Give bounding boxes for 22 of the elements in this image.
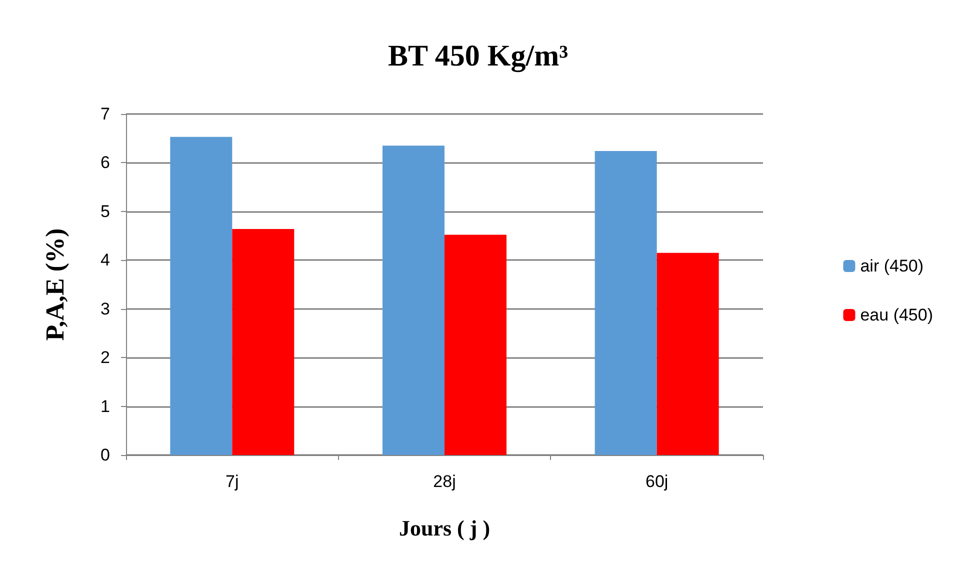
y-tick-label: 5 [100,202,110,221]
bar [656,252,719,455]
x-tick-label: 28j [433,472,456,491]
legend-label: air (450) [860,256,924,276]
bar [232,228,294,455]
y-tick-label: 0 [100,446,110,464]
legend-label: eau (450) [860,306,934,324]
x-tick-label: 7j [226,472,239,491]
y-tick-label: 1 [100,396,110,416]
x-tick-label: 60j [645,472,668,491]
y-tick-label: 4 [100,250,110,270]
y-tick-label: 6 [100,153,110,172]
bar [170,136,232,455]
y-tick-label: 3 [100,299,110,318]
y-tick-label: 2 [100,348,110,368]
bar [382,146,444,455]
chart-title: BT 450 Kg/m³ [388,40,568,72]
y-tick-label: 7 [100,104,110,124]
x-axis-title: Jours ( j ) [398,516,490,540]
bar [594,151,657,455]
bar [444,234,506,455]
y-axis-title: P,A,E (%) [40,228,70,341]
